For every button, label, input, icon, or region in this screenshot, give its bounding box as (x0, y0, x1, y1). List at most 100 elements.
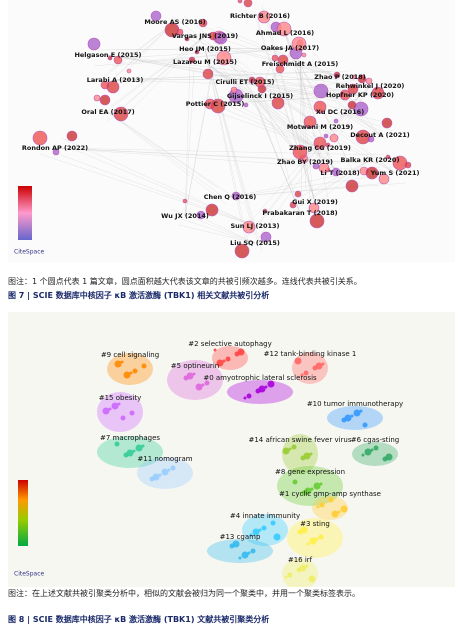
edge (229, 174, 385, 198)
edge (111, 47, 291, 67)
cluster-label: #1 cyclic gmp-amp synthase (279, 490, 381, 498)
edge (211, 103, 321, 149)
node (66, 130, 78, 142)
edge (295, 85, 371, 163)
node (364, 448, 372, 456)
cluster-area (352, 442, 398, 466)
node (312, 365, 318, 371)
edge (204, 48, 263, 252)
edge (339, 111, 394, 132)
node (371, 86, 385, 100)
node (242, 220, 256, 234)
node (316, 505, 320, 509)
node (267, 380, 275, 388)
node-label: Decout A (2021) (350, 131, 409, 139)
node (382, 456, 388, 462)
node (273, 533, 281, 541)
node (183, 375, 189, 381)
logo: CiteSpace (14, 249, 44, 256)
node-label: Rehwinkel J (2020) (336, 82, 405, 90)
figure-8: CiteSpace #2 selective autophagy #9 cell … (8, 312, 455, 587)
edge (184, 53, 217, 217)
node (113, 55, 123, 65)
node (282, 447, 290, 455)
node (271, 96, 285, 110)
fig8-note: 图注：在上述文献共被引聚类分析中，相似的文献会被归为同一个聚类中，并用一个聚类标… (8, 589, 360, 598)
node (318, 162, 330, 174)
node (404, 161, 412, 169)
edge (299, 63, 329, 199)
node (188, 56, 196, 64)
edge (288, 159, 371, 204)
edge (339, 111, 390, 124)
node (292, 479, 298, 485)
cluster-label: #9 cell signaling (101, 351, 159, 359)
cluster-label: #16 irf (288, 556, 313, 564)
node (123, 452, 129, 458)
figure-7: CiteSpace Richter B (2016) Moore AS (2016… (8, 0, 455, 262)
cluster-label: #3 sting (300, 520, 330, 528)
cluster-area (312, 496, 348, 520)
cluster-label: #14 african swine fever virus (248, 436, 351, 444)
cluster-label: #13 cgamp (220, 533, 261, 541)
node (161, 468, 169, 476)
node (243, 396, 247, 400)
node (229, 543, 235, 549)
edge (309, 68, 381, 136)
node (216, 359, 224, 367)
edge (259, 53, 300, 97)
node (141, 363, 147, 369)
node (297, 529, 303, 535)
node (381, 117, 393, 129)
node (333, 118, 339, 124)
edge (104, 21, 176, 88)
node (294, 190, 302, 198)
edge (215, 111, 321, 149)
node (312, 162, 320, 170)
node-label: Freischmidt A (2015) (262, 60, 339, 68)
node-label: Helgason E (2015) (74, 51, 141, 59)
node (309, 213, 325, 229)
cluster-area (207, 539, 273, 563)
node (333, 71, 341, 79)
node-label: Moore AS (2016) (144, 18, 205, 26)
edge (204, 61, 329, 150)
node (225, 356, 231, 362)
node (328, 497, 334, 503)
edge (170, 208, 256, 244)
node-label: Heo JM (2015) (179, 45, 231, 53)
node (365, 166, 379, 180)
node (287, 572, 293, 578)
cluster-area (97, 392, 143, 432)
node (196, 210, 206, 220)
node-label: Ahmad L (2016) (256, 29, 314, 37)
node (353, 101, 369, 117)
logo: CiteSpace (14, 571, 44, 578)
node-label: Oral EA (2017) (81, 108, 134, 116)
node (261, 525, 267, 531)
edge (114, 79, 328, 88)
node (87, 37, 101, 51)
node-label: Pottier C (2015) (186, 100, 245, 108)
node (216, 50, 232, 66)
node (318, 534, 324, 540)
node (114, 360, 122, 368)
node-label: Zhao BY (2019) (277, 158, 333, 166)
edge (229, 166, 381, 198)
node (357, 74, 367, 84)
edge (325, 117, 396, 174)
edge (229, 69, 341, 174)
edge (257, 20, 316, 203)
edge (291, 68, 381, 136)
edge (107, 111, 227, 205)
node-label: Lazarou M (2015) (173, 58, 237, 66)
node (373, 445, 379, 451)
node-label: Cirulli ET (2015) (216, 78, 275, 86)
node (260, 231, 272, 243)
node (214, 31, 228, 45)
node (341, 417, 347, 423)
edge (229, 182, 407, 198)
node (303, 370, 309, 376)
node (365, 77, 373, 85)
